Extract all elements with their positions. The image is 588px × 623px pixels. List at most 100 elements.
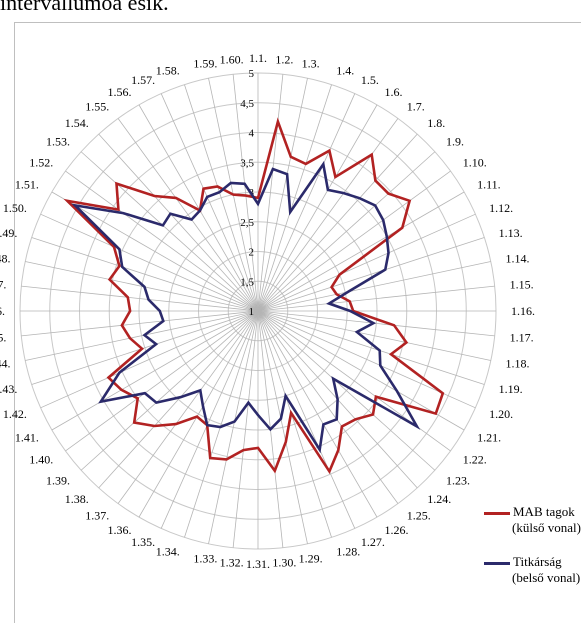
- category-label: 1.8.: [427, 116, 445, 130]
- chart-frame: [14, 22, 581, 623]
- category-label: 1.36.: [108, 523, 132, 537]
- grid-spoke: [257, 310, 436, 471]
- grid-spoke: [25, 261, 259, 312]
- legend-label-mab: MAB tagok: [513, 504, 575, 519]
- legend: MAB tagok (külső vonal) Titkárság (belső…: [484, 504, 588, 604]
- grid-spoke: [232, 74, 259, 312]
- category-label: 1.22.: [463, 453, 487, 467]
- ring-label: 1: [249, 306, 255, 318]
- grid-spoke: [208, 310, 259, 544]
- series-line-titkarsag: [71, 160, 421, 454]
- category-label: 1.24.: [427, 492, 451, 506]
- category-label: 1.37.: [85, 509, 109, 523]
- category-label: 1.57.: [131, 73, 155, 87]
- category-label: 1.31.: [246, 557, 270, 571]
- category-label: 1.46.: [0, 304, 5, 318]
- category-label: 1.59.: [193, 57, 217, 71]
- grid-spoke: [257, 310, 485, 385]
- grid-spoke: [257, 237, 485, 312]
- grid-spoke: [232, 310, 259, 548]
- category-label: 1.1.: [249, 51, 267, 65]
- grid-spoke: [117, 310, 259, 504]
- grid-spoke: [257, 310, 495, 337]
- grid-spoke: [257, 213, 476, 312]
- grid-spoke: [80, 310, 259, 471]
- category-label: 1.16.: [511, 304, 535, 318]
- grid-spoke: [257, 285, 495, 312]
- grid-spoke: [257, 170, 451, 312]
- category-label: 1.30.: [272, 556, 296, 570]
- category-label: 1.51.: [15, 178, 39, 192]
- category-label: 1.23.: [446, 473, 470, 487]
- grid-spoke: [257, 310, 491, 361]
- category-label: 1.32.: [220, 556, 244, 570]
- category-label: 1.10.: [463, 155, 487, 169]
- grid-spoke: [257, 151, 436, 312]
- ring-label: 2,5: [240, 217, 254, 229]
- category-label: 1.9.: [446, 135, 464, 149]
- category-label: 1.17.: [510, 330, 534, 344]
- category-label: 1.41.: [15, 431, 39, 445]
- category-label: 1.25.: [407, 509, 431, 523]
- category-label: 1.4.: [336, 63, 354, 77]
- grid-spoke: [257, 84, 332, 312]
- ring-label: 3,5: [240, 157, 254, 169]
- category-label: 1.14.: [506, 251, 530, 265]
- ring-label: 4: [249, 128, 255, 140]
- grid-spoke: [257, 104, 378, 312]
- grid-spoke: [40, 310, 259, 409]
- category-label: 1.50.: [3, 201, 27, 215]
- grid-spoke: [257, 310, 465, 431]
- radar-series: [63, 117, 445, 475]
- grid-spoke: [25, 310, 259, 361]
- grid-spoke: [160, 310, 259, 529]
- grid-spoke: [257, 310, 356, 529]
- category-label: 1.55.: [85, 99, 109, 113]
- grid-spoke: [184, 310, 259, 538]
- grid-spoke: [98, 310, 259, 489]
- grid-spoke: [257, 310, 332, 538]
- legend-sublabel-titkarsag: (belső vonal): [512, 570, 581, 585]
- grid-spoke: [257, 133, 418, 312]
- grid-spoke: [138, 310, 259, 518]
- grid-spoke: [98, 133, 259, 312]
- category-label: 1.49.: [0, 226, 17, 240]
- category-label: 1.18.: [506, 357, 530, 371]
- caption-fragment: intervallumoa esik.: [0, 0, 169, 15]
- ring-label: 5: [249, 68, 255, 80]
- category-label: 1.56.: [108, 85, 132, 99]
- grid-spoke: [257, 310, 399, 504]
- category-label: 1.48.: [0, 251, 11, 265]
- grid-spoke: [51, 310, 259, 431]
- grid-spoke: [117, 118, 259, 312]
- legend-item-mab: MAB tagok (külső vonal): [484, 504, 588, 554]
- legend-item-titkarsag: Titkárság (belső vonal): [484, 554, 588, 604]
- category-label: 1.38.: [65, 492, 89, 506]
- category-label: 1.5.: [361, 73, 379, 87]
- ring-label: 1,5: [240, 276, 254, 288]
- grid-spoke: [21, 285, 259, 312]
- grid-spoke: [257, 310, 308, 544]
- category-label: 1.19.: [499, 382, 523, 396]
- category-label: 1.12.: [489, 201, 513, 215]
- grid-spoke: [257, 78, 308, 312]
- category-label: 1.2.: [275, 52, 293, 66]
- grid-spoke: [80, 151, 259, 312]
- radar-grid: [19, 72, 497, 550]
- grid-spoke: [257, 118, 399, 312]
- category-label: 1.33.: [193, 552, 217, 566]
- legend-swatch-titkarsag: [484, 562, 510, 565]
- grid-spoke: [257, 93, 356, 312]
- category-label: 1.26.: [385, 523, 409, 537]
- grid-spoke: [51, 191, 259, 312]
- ring-label: 2: [249, 247, 255, 259]
- grid-spoke: [257, 191, 465, 312]
- grid-spoke: [184, 84, 259, 312]
- grid-spoke: [31, 310, 259, 385]
- category-label: 1.42.: [3, 407, 27, 421]
- category-label: 1.6.: [385, 85, 403, 99]
- series-line-mab-tagok: [63, 117, 445, 475]
- legend-swatch-mab: [484, 512, 510, 515]
- category-label: 1.35.: [131, 535, 155, 549]
